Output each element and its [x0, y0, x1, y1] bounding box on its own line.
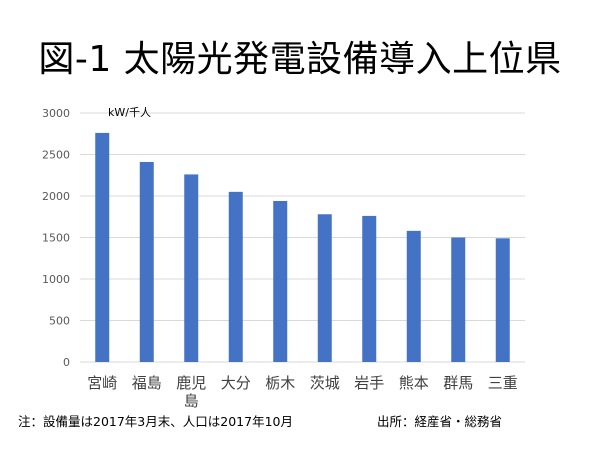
bar-宮崎	[95, 132, 110, 362]
footnote-note: 注：設備量は2017年3月末、人口は2017年10月	[18, 414, 293, 429]
gridlines	[80, 112, 525, 363]
footnote-source: 出所：経産省・総務省	[377, 414, 503, 429]
x-tick-label: 熊本	[399, 374, 429, 392]
bar-群馬	[451, 237, 466, 362]
bar-福島	[139, 161, 154, 362]
bar-三重	[495, 238, 510, 362]
y-axis-ticks: 0 500 1000 1500 2000 2500 3000	[42, 107, 70, 369]
x-tick-label: 群馬	[443, 374, 473, 392]
x-tick-label: 三重	[488, 374, 518, 392]
y-tick-label: 0	[63, 356, 70, 369]
y-tick-label: 3000	[42, 107, 70, 120]
y-tick-label: 1000	[42, 273, 70, 286]
unit-label: kW/千人	[108, 106, 151, 119]
x-tick-label: 鹿児島	[176, 374, 206, 410]
chart-title: 図-1 太陽光発電設備導入上位県	[38, 39, 562, 80]
x-tick-label: 栃木	[265, 374, 295, 392]
x-tick-label: 岩手	[354, 374, 384, 392]
bar-鹿児島	[184, 174, 199, 362]
bar-熊本	[406, 230, 421, 362]
bar-茨城	[317, 214, 332, 362]
bars	[95, 132, 510, 362]
y-tick-label: 1500	[42, 232, 70, 245]
x-tick-label: 宮崎	[87, 374, 117, 392]
x-tick-label: 福島	[132, 374, 162, 392]
bar-栃木	[273, 200, 288, 362]
x-tick-label: 茨城	[310, 374, 340, 392]
y-tick-label: 500	[49, 315, 70, 328]
y-tick-label: 2500	[42, 149, 70, 162]
x-tick-label: 大分	[221, 374, 251, 392]
bar-大分	[228, 191, 243, 362]
bar-岩手	[362, 215, 377, 362]
y-tick-label: 2000	[42, 190, 70, 203]
